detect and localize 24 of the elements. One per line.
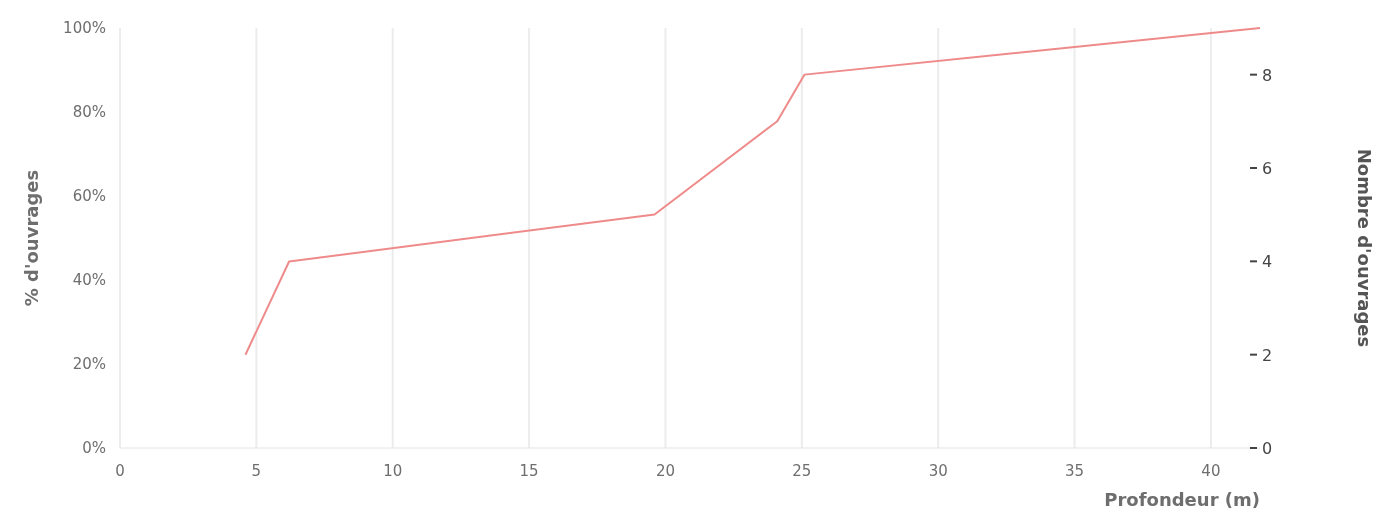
y2-tick-label: 2 bbox=[1262, 345, 1273, 365]
y-tick-label: 20% bbox=[72, 355, 106, 373]
x-tick-label: 35 bbox=[1065, 462, 1085, 480]
y-tick-label: 0% bbox=[82, 439, 106, 457]
x-tick-label: 15 bbox=[519, 462, 539, 480]
x-tick-label: 10 bbox=[383, 462, 403, 480]
y-tick-label: 40% bbox=[72, 271, 106, 289]
y2-tick-label: 4 bbox=[1262, 252, 1273, 272]
y2-tick-label: 8 bbox=[1262, 65, 1273, 85]
x-axis-title: Profondeur (m) bbox=[1104, 489, 1260, 510]
y-tick-label: 60% bbox=[72, 187, 106, 205]
y2-tick-label: 6 bbox=[1262, 159, 1273, 178]
x-tick-label: 5 bbox=[251, 462, 262, 480]
y-tick-label: 100% bbox=[63, 19, 106, 37]
x-tick-label: 30 bbox=[928, 462, 948, 480]
y2-tick-label: 0 bbox=[1262, 439, 1273, 458]
x-tick-label: 20 bbox=[655, 462, 675, 480]
y2-axis-title: Nombre d'ouvrages bbox=[1354, 148, 1375, 348]
x-tick-label: 0 bbox=[115, 462, 125, 480]
y-axis-title: % d'ouvrages bbox=[21, 169, 42, 307]
x-tick-label: 40 bbox=[1201, 462, 1221, 480]
y-tick-label: 80% bbox=[72, 103, 106, 121]
x-tick-label: 25 bbox=[792, 462, 812, 480]
line-series bbox=[244, 27, 1261, 356]
